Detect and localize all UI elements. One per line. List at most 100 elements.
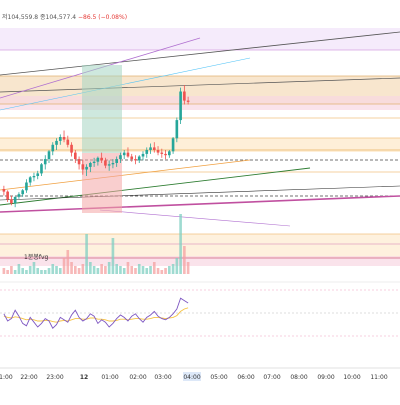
x-tick-label-13: 10:00 [343,374,360,381]
volume-bar-37 [141,266,145,274]
candle-body-18 [70,144,73,153]
close-value: 종104,577.4 [39,14,77,21]
volume-bar-4 [17,264,21,274]
volume-bar-42 [160,270,164,274]
candle-body-46 [175,120,179,139]
candle-body-16 [62,137,66,140]
x-tick-label-7: 04:00 [183,374,200,381]
volume-bar-5 [21,268,24,274]
candle-body-25 [96,157,100,162]
zone-bottom-pink [0,256,400,266]
volume-bar-1 [6,270,9,274]
volume-bar-48 [183,246,186,274]
x-tick-label-5: 02:00 [129,374,146,381]
volume-bar-17 [66,250,70,274]
zone-lower-orange [0,234,400,258]
candle-body-42 [160,152,164,154]
candle-body-4 [17,194,21,197]
volume-bar-13 [51,264,55,274]
candle-body-37 [141,153,145,157]
candle-body-15 [58,137,62,141]
zone-top-purple [0,28,400,50]
candle-body-48 [183,91,186,101]
x-axis: 21:00 22:00 23:00 12 01:00 02:00 03:00 04:00 05:… [0,367,400,381]
trend-line-0 [0,31,400,76]
candle-body-47 [179,91,182,121]
x-tick-label-4: 01:00 [101,374,118,381]
volume-bar-45 [171,264,175,274]
candle-body-23 [89,163,92,167]
candle-body-45 [171,138,175,152]
candle-body-12 [47,151,51,160]
volume-bar-43 [164,268,167,274]
volume-bar-25 [96,268,100,274]
candles [2,85,190,208]
volume-bar-21 [81,264,85,274]
x-tick-label-8: 05:00 [210,374,227,381]
trend-line-8 [0,185,400,201]
candle-body-32 [122,152,126,156]
candle-body-14 [55,140,58,145]
rsi-ma-line [3,307,189,323]
change-value: −86.5 (−0.08%) [77,14,128,21]
long-position-box[interactable] [82,65,122,153]
x-tick-highlight [183,372,201,381]
x-tick-label-1: 22:00 [20,374,37,381]
x-tick-label-11: 08:00 [290,374,307,381]
candle-body-36 [137,156,141,161]
candle-body-7 [28,177,32,183]
volume-bar-8 [32,262,36,274]
volume-bar-11 [43,270,47,274]
candle-body-2 [10,199,13,204]
rsi-line [3,297,189,329]
candle-body-6 [25,182,28,191]
x-tick-label-0: 21:00 [0,374,13,381]
candle-body-27 [104,160,107,166]
volume-bar-9 [36,268,40,274]
volume-bar-27 [104,266,107,274]
candle-body-29 [111,163,115,165]
volume-bar-31 [119,266,122,274]
volume-bar-36 [137,264,141,274]
volume-bar-23 [89,262,92,274]
candle-body-35 [134,159,137,161]
volume-bar-15 [58,268,62,274]
horizontal-levels [0,49,400,259]
x-tick-label-6: 03:00 [154,374,171,381]
candle-body-8 [32,176,36,178]
volume-bar-49 [186,262,190,274]
candle-body-0 [2,189,6,192]
volume-bar-16 [62,258,66,274]
trend-line-6 [0,159,251,191]
volume-bar-6 [25,270,28,274]
x-tick-label-10: 07:00 [263,374,280,381]
volume-bar-34 [130,266,134,274]
indicator-label: 1분봉fvg [24,253,49,261]
volume-bar-40 [152,262,156,274]
x-tick-label-9: 06:00 [237,374,254,381]
candle-body-28 [107,164,111,166]
candle-body-9 [36,173,40,176]
trend-line-1 [0,77,400,93]
low-value: 저104,559.8 [2,14,39,21]
volume-bar-47 [179,214,182,274]
volume-bar-22 [85,234,88,274]
candle-body-39 [149,147,152,150]
volume-bar-10 [40,270,43,274]
candle-body-21 [81,164,85,170]
rsi-pane [0,281,400,337]
volume-bar-19 [74,266,77,274]
candle-body-34 [130,156,134,160]
x-tick-label-3: 12 [80,374,88,381]
candle-body-1 [6,191,9,200]
volume-bar-30 [115,264,118,274]
candle-body-44 [168,151,171,156]
candle-body-49 [186,100,190,102]
candle-body-33 [126,152,130,157]
volume-bars: 1분봉fvg [2,214,190,274]
candle-body-22 [85,166,88,170]
candle-body-19 [74,152,77,160]
candle-body-11 [43,159,47,165]
